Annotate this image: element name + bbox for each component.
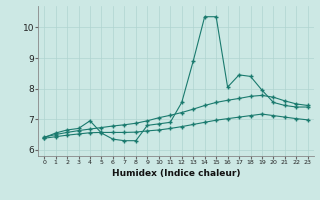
X-axis label: Humidex (Indice chaleur): Humidex (Indice chaleur) xyxy=(112,169,240,178)
